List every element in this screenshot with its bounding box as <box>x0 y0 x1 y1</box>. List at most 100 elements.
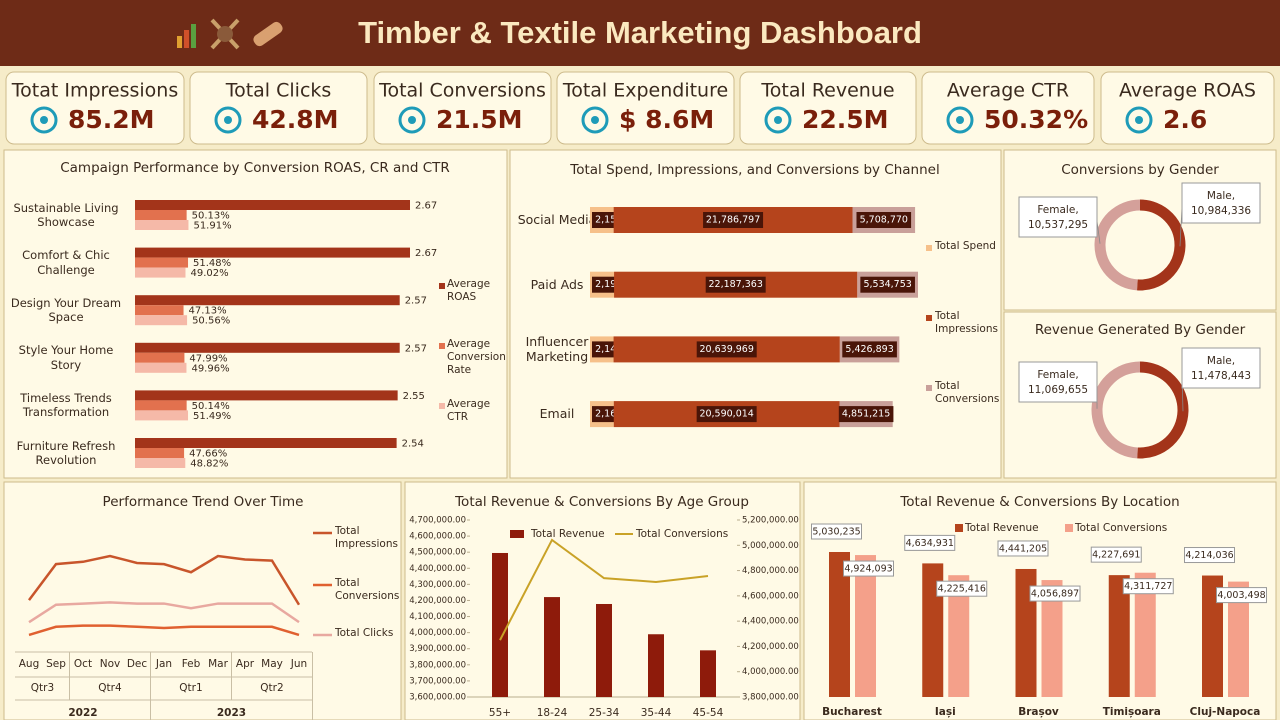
y2-tick-label: 4,600,000.00 <box>742 591 799 601</box>
kpi-label: Totat Impressions <box>11 80 178 102</box>
x-tick-label: Brașov <box>1018 706 1059 718</box>
category-name: Female <box>1037 369 1075 381</box>
kpi-icon <box>1125 106 1153 134</box>
y-tick-label-box: Design Your Dream Space <box>10 295 122 325</box>
kpi-icon <box>398 106 426 134</box>
legend-label: Total Conversions <box>335 577 400 603</box>
bar <box>135 257 189 268</box>
bar <box>135 305 184 316</box>
y2-tick-label: 5,200,000.00 <box>742 516 799 526</box>
x-tick-label: Jun <box>290 658 307 670</box>
bar <box>135 400 187 411</box>
data-label: 2.54 <box>402 439 424 450</box>
data-label-bg <box>997 540 1049 557</box>
y-tick-label: 3,600,000.00 <box>409 693 466 703</box>
category-name: Female <box>1037 204 1075 216</box>
data-label: 4,225,416 <box>938 584 986 595</box>
x-group-label: Qtr2 <box>260 682 283 694</box>
data-label: 4,634,931 <box>906 538 954 549</box>
bar <box>492 552 508 697</box>
label-separator: , <box>1232 190 1235 202</box>
y-tick-label: Social Media <box>517 212 597 228</box>
x-group-label: 2023 <box>217 707 246 719</box>
bar <box>135 315 188 326</box>
y-tick-label: 4,600,000.00 <box>409 532 466 542</box>
data-label: 5,426,893 <box>845 344 893 355</box>
data-label: 2.57 <box>405 296 427 307</box>
y-tick-label: 4,700,000.00 <box>409 516 466 526</box>
kpi-icon-dot <box>224 116 232 124</box>
bar <box>135 295 400 306</box>
bar <box>135 352 185 363</box>
y-tick-label-box: Influencer Marketing <box>526 334 589 365</box>
legend-label: Average Conversion Rate <box>447 338 506 377</box>
data-label-bg <box>842 341 897 358</box>
kpi-value: 21.5M <box>436 105 523 134</box>
bar <box>135 220 189 230</box>
kpi-value: 85.2M <box>68 105 155 134</box>
kpi-card <box>5 71 185 145</box>
kpi-card <box>556 71 735 145</box>
x-tick-label: Aug <box>19 658 40 670</box>
y-tick-label: Design Your Dream Space <box>10 295 122 325</box>
data-label: 4,003,498 <box>1217 590 1265 601</box>
kpi-value: 50.32% <box>984 105 1088 134</box>
bar <box>948 575 970 697</box>
data-label: 51.91% <box>193 221 231 232</box>
data-label: 4,924,093 <box>844 564 892 575</box>
y2-tick-label: 4,400,000.00 <box>742 617 799 627</box>
kpi-label: Total Expenditure <box>562 80 728 102</box>
data-label: 50.56% <box>192 316 230 327</box>
legend-label-box: Total Impressions <box>335 525 398 550</box>
y2-tick-label: 4,200,000.00 <box>742 642 799 652</box>
donut-segment <box>1091 361 1141 459</box>
bar <box>829 552 850 697</box>
x-tick-label: Apr <box>236 658 255 670</box>
data-label: Female, <box>1037 369 1078 381</box>
chart-title: Revenue Generated By Gender <box>1035 322 1246 338</box>
data-label-bg <box>1216 587 1267 604</box>
y-tick-label: 4,500,000.00 <box>409 548 466 558</box>
line-series <box>28 624 300 637</box>
legend-swatch <box>955 524 963 532</box>
data-label-bg <box>703 212 764 228</box>
data-label-bg <box>843 560 894 577</box>
x-tick-label: Sep <box>46 658 66 670</box>
data-label: Male, <box>1207 190 1235 202</box>
bar <box>596 603 612 697</box>
x-tick-label: Oct <box>74 658 92 670</box>
legend-label: Total Revenue <box>964 522 1039 534</box>
bar <box>135 448 185 458</box>
legend-swatch <box>439 403 445 409</box>
data-label: 47.66% <box>189 449 227 460</box>
y-tick-label: Style Your Home Story <box>18 343 114 372</box>
x-tick-label: 25-34 <box>589 707 620 719</box>
kpi-card <box>1100 71 1275 145</box>
data-label: 51.49% <box>193 411 231 422</box>
data-label: 47.99% <box>189 353 227 364</box>
data-label: 20,639,969 <box>700 344 754 355</box>
data-label: 21,786,797 <box>706 215 760 226</box>
bar <box>135 210 187 220</box>
kpi-icon <box>581 106 609 134</box>
legend-swatch <box>1065 524 1073 532</box>
label-separator: , <box>1232 355 1235 367</box>
legend-label-box: Total Conversions <box>335 577 400 603</box>
y-tick-label: 4,200,000.00 <box>409 596 466 606</box>
data-label: 4,311,727 <box>1124 581 1172 592</box>
data-label-bg <box>1122 578 1174 595</box>
x-tick-label: Jan <box>155 658 172 670</box>
x-tick-label: 18-24 <box>537 707 568 719</box>
kpi-value: 42.8M <box>252 105 339 134</box>
x-group-label: Qtr3 <box>31 682 54 694</box>
x-tick-label: Iași <box>935 706 956 718</box>
data-label-bg <box>1018 361 1098 403</box>
y2-tick-label: 5,000,000.00 <box>742 541 799 551</box>
y-tick-label: 4,400,000.00 <box>409 564 466 574</box>
data-label-bg <box>1018 196 1098 238</box>
legend-label-box: Total Impressions <box>935 310 998 335</box>
kpi-label: Average ROAS <box>1119 80 1256 102</box>
legend-label-box: Total Conversions <box>935 380 999 405</box>
label-separator: , <box>1075 369 1078 381</box>
chart-title: Campaign Performance by Conversion ROAS,… <box>60 160 450 176</box>
